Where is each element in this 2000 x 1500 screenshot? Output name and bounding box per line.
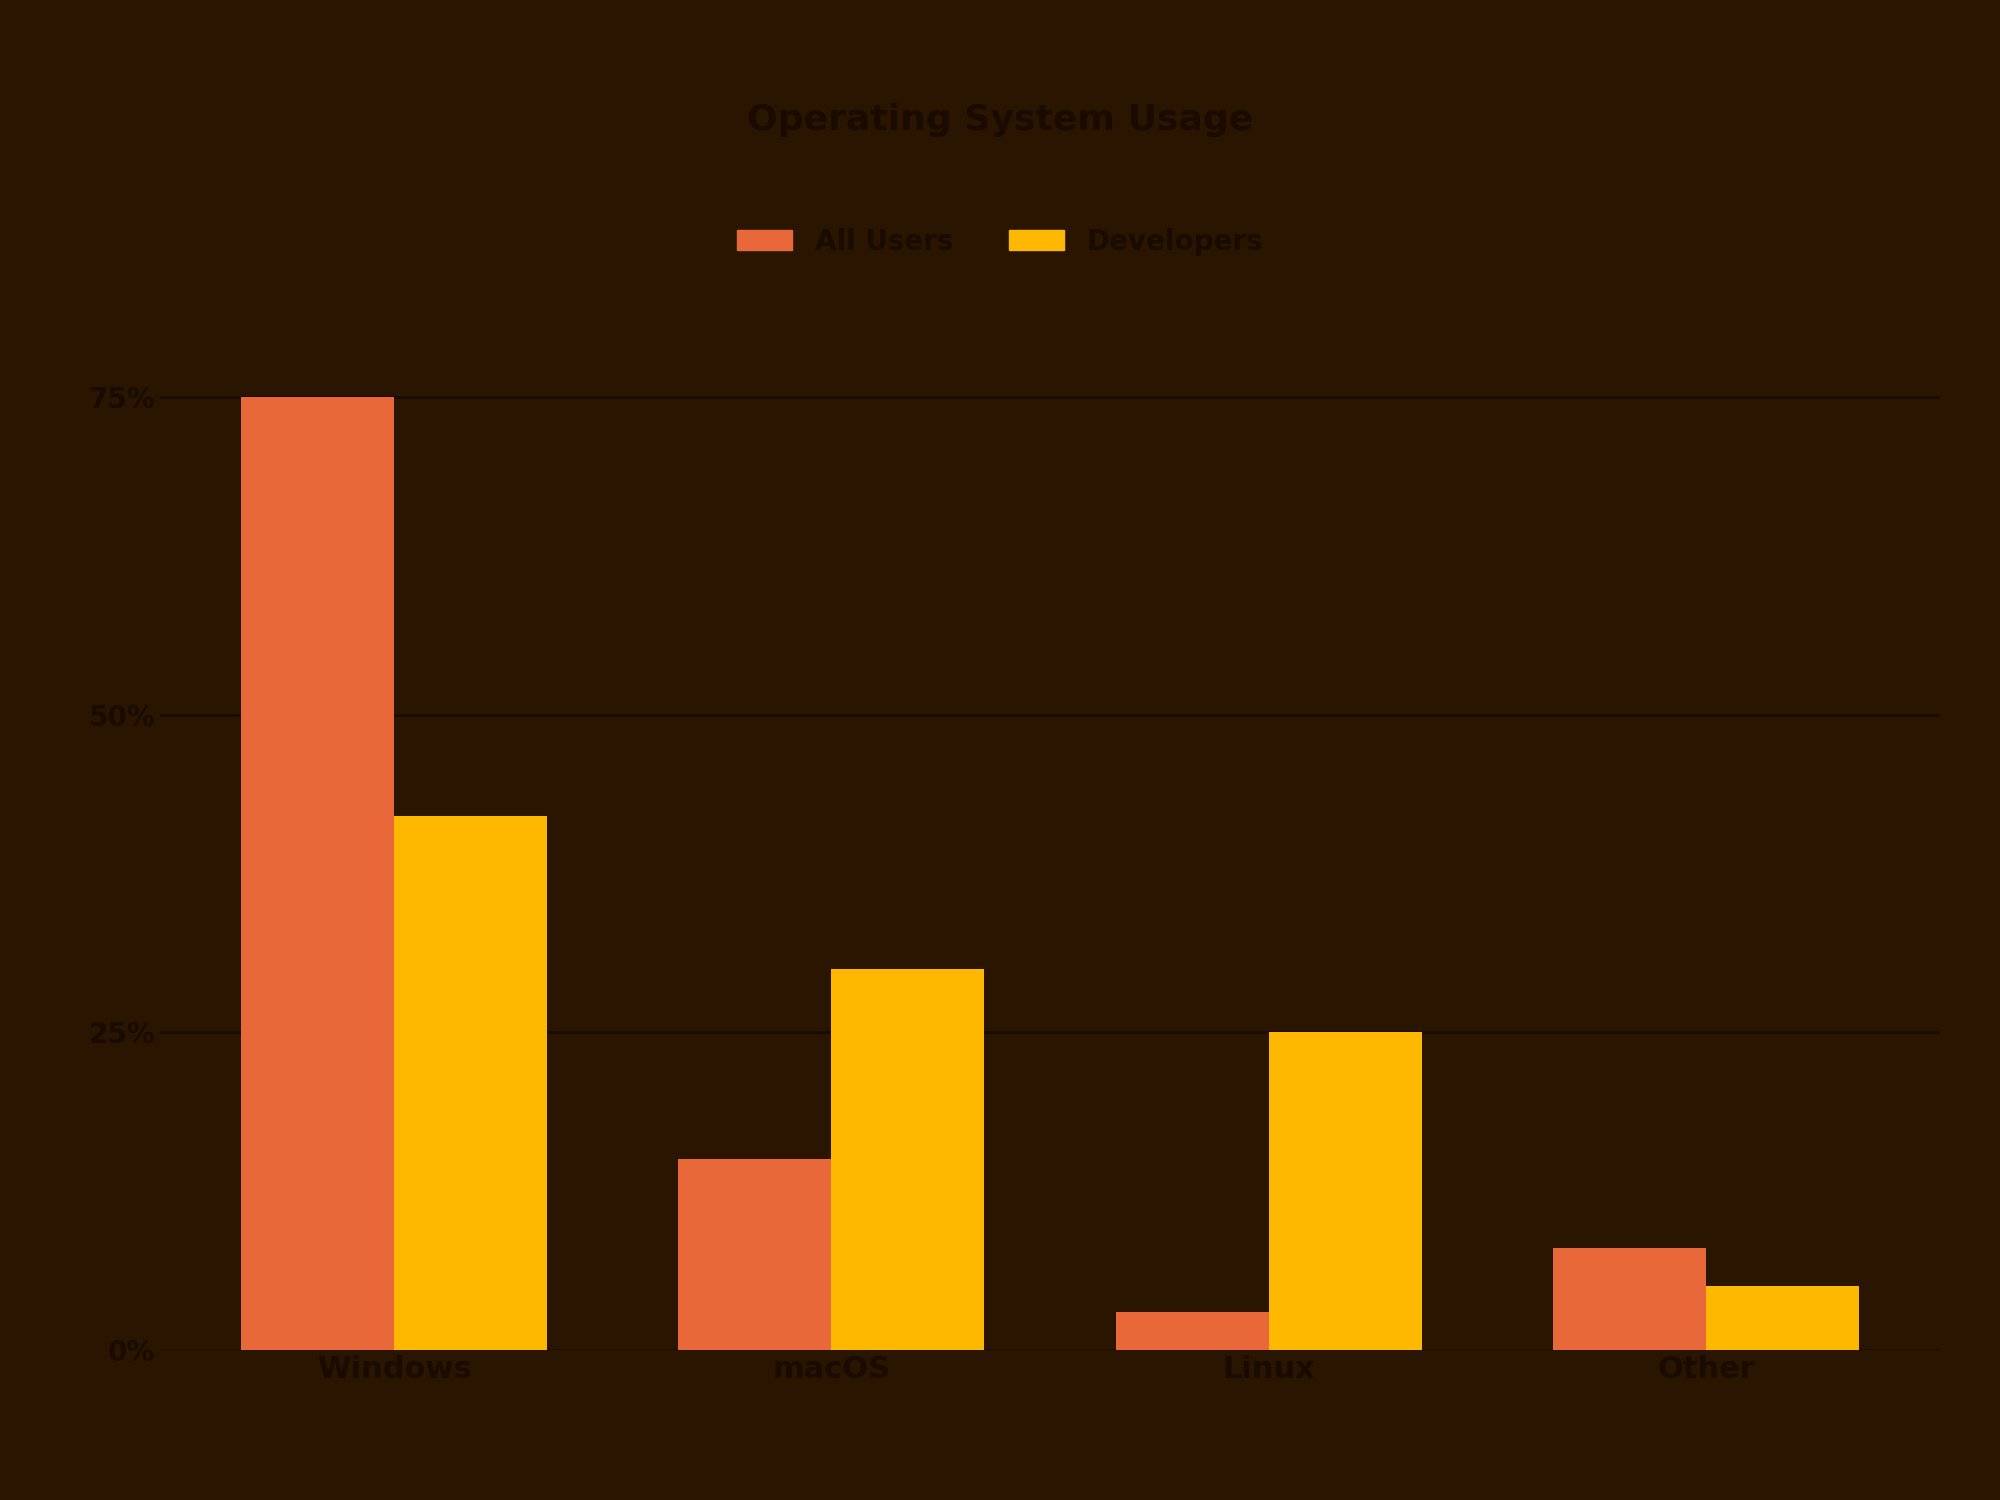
- Bar: [678, 1160, 832, 1350]
- Legend: All Users, Developers: All Users, Developers: [726, 216, 1274, 267]
- Bar: [832, 969, 984, 1350]
- Text: Operating System Usage: Operating System Usage: [746, 104, 1254, 136]
- Bar: [240, 398, 394, 1350]
- Bar: [1552, 1248, 1706, 1350]
- Bar: [1268, 1032, 1422, 1350]
- Bar: [394, 816, 548, 1350]
- Bar: [1706, 1287, 1860, 1350]
- Bar: [1116, 1312, 1268, 1350]
